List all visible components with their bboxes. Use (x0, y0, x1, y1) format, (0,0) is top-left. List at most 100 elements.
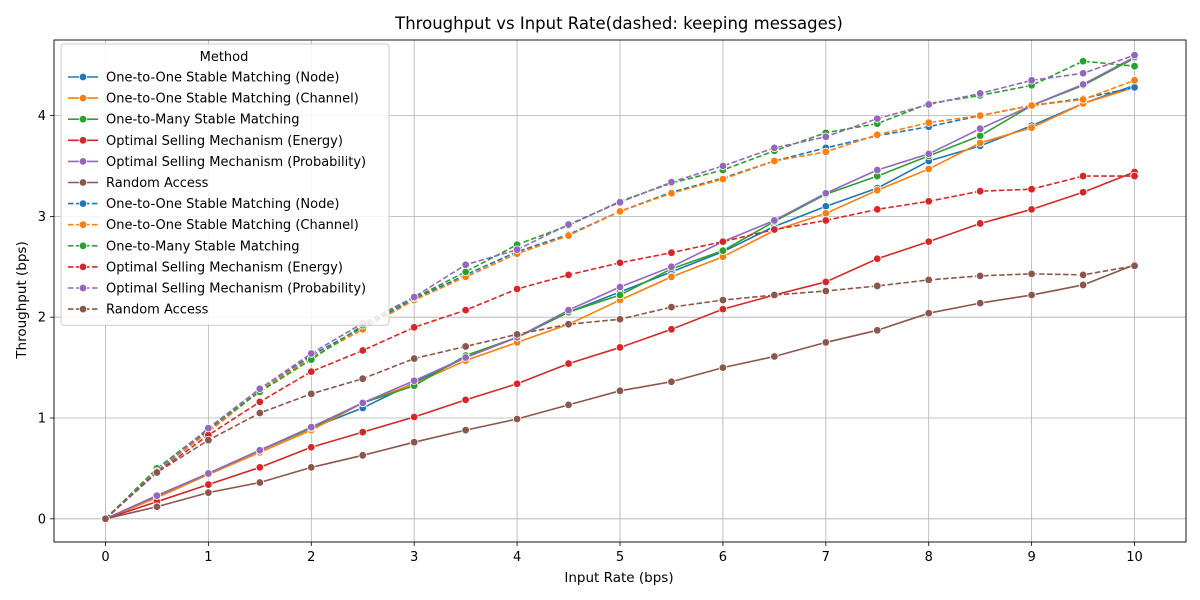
data-point (255, 446, 265, 455)
data-point (1078, 80, 1088, 89)
data-point (564, 400, 573, 410)
legend-item: Optimal Selling Mechanism (Energy) (68, 260, 343, 275)
data-point (358, 451, 367, 460)
data-point (1027, 184, 1036, 194)
data-point (152, 468, 162, 477)
data-point (718, 246, 728, 255)
y-tick-label: 1 (38, 412, 46, 427)
data-point (667, 262, 676, 272)
data-point (873, 281, 882, 291)
legend-item: Optimal Selling Mechanism (Energy) (68, 134, 343, 149)
data-point (821, 189, 831, 198)
legend-item: Random Access (68, 303, 209, 318)
x-tick-label: 6 (719, 550, 727, 565)
legend-label: One-to-One Stable Matching (Node) (106, 197, 339, 212)
data-point (564, 320, 573, 329)
y-axis-label: Throughput (bps) (14, 241, 30, 359)
x-tick-label: 9 (1027, 550, 1035, 565)
x-tick-label: 5 (616, 550, 624, 565)
data-point (718, 295, 728, 305)
data-point (615, 198, 625, 207)
y-tick-label: 2 (38, 311, 46, 326)
data-point (873, 130, 882, 139)
series-11-dashed (101, 261, 1139, 524)
data-point (512, 379, 522, 388)
data-point (204, 480, 213, 489)
axis-ticks: 0 1 2 3 4 5 6 7 8 9 10 0 1 2 3 4 (38, 109, 1143, 565)
data-point (1130, 62, 1139, 71)
x-tick-label: 2 (307, 550, 315, 565)
data-point (975, 187, 985, 196)
legend-marker (78, 114, 88, 124)
legend-item: One-to-One Stable Matching (Node) (68, 197, 339, 212)
legend-label: Optimal Selling Mechanism (Energy) (106, 134, 343, 149)
data-point (667, 177, 676, 187)
x-tick-label: 10 (1126, 550, 1143, 565)
data-point (821, 147, 831, 157)
data-point (718, 174, 728, 184)
data-point (307, 349, 316, 358)
data-point (307, 463, 316, 472)
legend-title: Method (200, 50, 249, 65)
data-point (821, 277, 831, 287)
legend-marker (78, 220, 88, 229)
data-point (873, 254, 882, 263)
data-point (770, 156, 779, 166)
data-point (924, 275, 933, 285)
data-point (873, 165, 882, 175)
data-point (358, 374, 367, 383)
data-point (1027, 205, 1036, 214)
data-point (204, 423, 213, 433)
data-point (564, 305, 573, 315)
data-point (821, 209, 831, 218)
data-point (512, 284, 522, 294)
data-point (873, 114, 882, 123)
data-point (461, 342, 470, 351)
data-point (1130, 76, 1139, 85)
data-point (873, 326, 882, 335)
legend-label: One-to-One Stable Matching (Channel) (106, 92, 359, 107)
data-point (1027, 290, 1036, 300)
x-tick-label: 0 (101, 550, 109, 565)
data-point (1027, 76, 1036, 85)
data-point (512, 245, 522, 254)
data-point (975, 124, 985, 133)
data-point (461, 353, 470, 362)
data-point (1130, 83, 1139, 92)
legend-label: Optimal Selling Mechanism (Energy) (106, 260, 343, 275)
legend-item: One-to-One Stable Matching (Node) (68, 71, 339, 86)
data-point (667, 302, 676, 312)
data-point (564, 231, 573, 240)
legend-marker (78, 199, 88, 208)
data-point (307, 422, 316, 432)
data-point (358, 398, 367, 408)
series-lines (101, 50, 1139, 524)
chart-title: Throughput vs Input Rate(dashed: keeping… (394, 14, 843, 33)
legend: Method One-to-One Stable Matching (Node) O… (60, 43, 390, 326)
data-point (1130, 261, 1139, 270)
data-point (718, 161, 728, 171)
data-point (718, 363, 728, 372)
data-point (564, 220, 573, 229)
data-point (924, 237, 933, 246)
data-point (821, 286, 831, 296)
data-point (564, 270, 573, 280)
data-point (770, 225, 779, 234)
data-point (204, 469, 213, 478)
data-point (461, 425, 470, 435)
data-point (718, 304, 728, 314)
data-point (1027, 123, 1036, 132)
legend-marker (78, 178, 88, 187)
legend-marker (78, 157, 88, 166)
data-point (975, 271, 985, 281)
data-point (409, 412, 419, 422)
data-point (770, 216, 779, 225)
data-point (615, 386, 625, 395)
data-point (615, 258, 625, 267)
legend-marker (78, 72, 88, 82)
data-point (358, 427, 367, 437)
data-point (255, 384, 265, 393)
x-tick-label: 1 (204, 550, 212, 565)
x-tick-label: 4 (513, 550, 521, 565)
